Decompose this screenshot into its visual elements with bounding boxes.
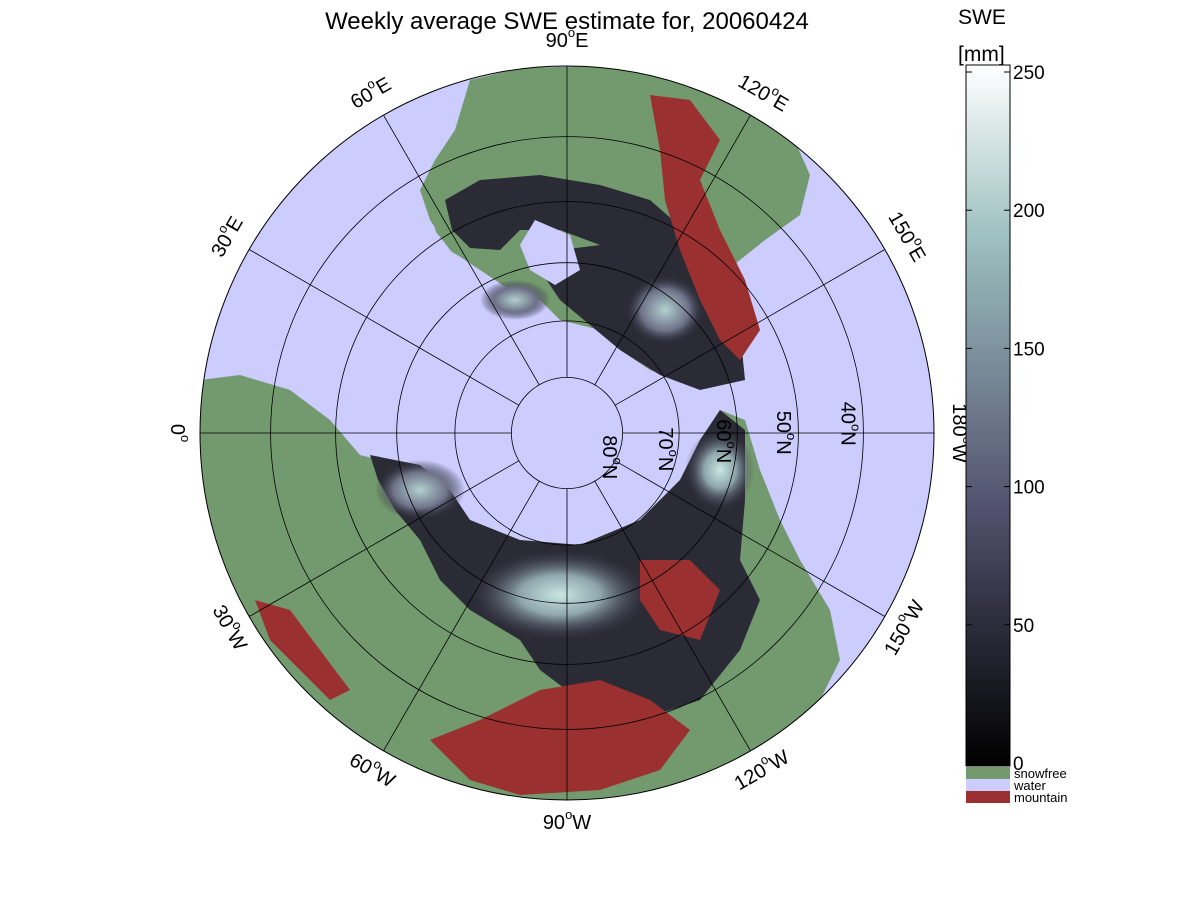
- lon-label-120e: 120oE: [734, 67, 794, 117]
- legend-swatch-water: [966, 779, 1010, 791]
- meridian-150: [614, 249, 886, 406]
- meridian--150: [614, 460, 886, 617]
- map-frame: [199, 65, 935, 801]
- colorbar-tick-label-50: 50: [1013, 616, 1034, 637]
- swe-peak-alaska: [625, 275, 705, 345]
- swe-peak-scandinavia: [375, 460, 465, 520]
- mountain-east-siberia: [640, 560, 720, 640]
- colorbar-ramp: [965, 64, 1011, 767]
- legend-label-water: water: [1013, 778, 1046, 793]
- legend-swatch-mountain: [966, 791, 1010, 803]
- colorbar-tick-label-150: 150: [1013, 339, 1045, 360]
- lon-label-150e: 150oE: [883, 206, 933, 266]
- lon-label-90e: 90oE: [546, 25, 589, 52]
- lat-label-80n: 80oN: [598, 435, 625, 479]
- legend-swatch-snowfree: [966, 767, 1010, 779]
- colorbar-title-unit: [mm]: [958, 43, 1005, 66]
- lon-label-60e: 60oE: [345, 69, 396, 114]
- legend-label-mountain: mountain: [1014, 790, 1067, 805]
- latitude-labels: 80oN 70oN 60oN 50oN 40oN: [598, 402, 863, 479]
- colorbar-tick-label-200: 200: [1013, 201, 1045, 222]
- colorbar-title-swe: SWE: [958, 6, 1006, 29]
- swe-peak-kamchatka: [685, 430, 755, 510]
- water-hudson-bay: [520, 220, 580, 285]
- colorbar-tick-label-0: 0: [1013, 754, 1024, 775]
- graticule: [200, 66, 934, 800]
- meridian--30: [248, 460, 520, 617]
- lat-label-50n: 50oN: [772, 411, 799, 455]
- meridian-30: [248, 249, 520, 406]
- lat-label-60n: 60oN: [712, 419, 739, 463]
- figure-title: Weekly average SWE estimate for, 2006042…: [325, 8, 809, 35]
- meridian--120: [594, 480, 751, 752]
- arctic-ocean: [505, 371, 629, 495]
- swe-peak-baffin: [480, 280, 550, 320]
- mountain-europe: [255, 600, 350, 700]
- lon-label-0: 0o: [166, 424, 193, 442]
- colorbar-tick-label-250: 250: [1013, 63, 1045, 84]
- polar-map: [200, 66, 934, 800]
- colorbar: SWE [mm] 0 50 100 150 200 250 snowfreewatermo…: [958, 6, 1067, 805]
- mountain-rockies: [650, 95, 760, 360]
- swe-peak-siberia: [470, 550, 650, 640]
- lon-label-30e: 30oE: [203, 211, 248, 262]
- lon-label-180w: 180oW: [948, 403, 975, 463]
- meridian--60: [383, 480, 540, 752]
- colorbar-ticks: 0 50 100 150 200 250: [966, 63, 1045, 775]
- meridian-120: [594, 114, 751, 386]
- mountain-central-asia: [430, 680, 690, 795]
- colorbar-tick-label-100: 100: [1013, 478, 1045, 499]
- legend-label-snowfree: snowfree: [1014, 766, 1067, 781]
- lat-label-70n: 70oN: [654, 427, 681, 471]
- lat-label-40n: 40oN: [836, 402, 863, 446]
- lon-label-90w: 90oW: [543, 807, 591, 834]
- meridian-60: [383, 114, 540, 386]
